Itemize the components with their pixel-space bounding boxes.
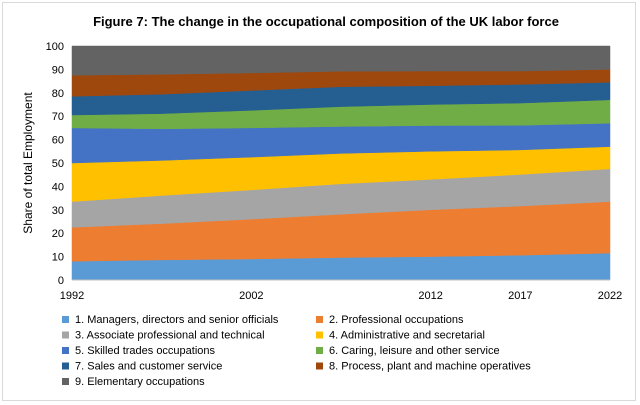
legend-label: 8. Process, plant and machine operatives bbox=[329, 361, 531, 373]
y-axis-label: Share of total Employment bbox=[21, 92, 35, 234]
x-tick-label: 2002 bbox=[239, 290, 263, 302]
y-tick-label: 30 bbox=[52, 205, 64, 217]
x-tick-label: 2012 bbox=[418, 290, 442, 302]
legend-label: 7. Sales and customer service bbox=[75, 361, 222, 373]
legend-swatch bbox=[62, 316, 69, 323]
legend-swatch bbox=[62, 347, 69, 354]
y-tick-label: 60 bbox=[52, 135, 64, 147]
y-tick-label: 90 bbox=[52, 64, 64, 76]
x-tick-label: 2017 bbox=[508, 290, 532, 302]
area-series-9 bbox=[71, 45, 611, 76]
y-tick-label: 100 bbox=[46, 41, 64, 53]
legend-label: 9. Elementary occupations bbox=[75, 376, 205, 388]
y-tick-label: 0 bbox=[58, 275, 64, 287]
legend-label: 4. Administrative and secretarial bbox=[329, 330, 485, 342]
legend-swatch bbox=[316, 316, 323, 323]
x-tick-label: 1992 bbox=[60, 290, 84, 302]
legend-swatch bbox=[316, 362, 323, 370]
y-axis-ticks: 0 10 20 30 40 50 60 70 80 90 100 bbox=[46, 41, 64, 287]
legend: 1. Managers, directors and senior offici… bbox=[62, 314, 531, 388]
legend-label: 3. Associate professional and technical bbox=[75, 330, 265, 342]
legend-label: 1. Managers, directors and senior offici… bbox=[75, 314, 279, 326]
x-axis-ticks: 1992 2002 2012 2017 2022 bbox=[60, 290, 622, 302]
legend-label: 5. Skilled trades occupations bbox=[75, 345, 216, 357]
legend-swatch bbox=[316, 347, 323, 354]
legend-swatch bbox=[62, 362, 69, 370]
y-tick-label: 80 bbox=[52, 88, 64, 100]
x-tick-label: 2022 bbox=[598, 290, 622, 302]
chart-title: Figure 7: The change in the occupational… bbox=[93, 14, 559, 29]
y-tick-label: 10 bbox=[52, 252, 64, 264]
legend-swatch bbox=[62, 331, 69, 339]
y-tick-label: 70 bbox=[52, 111, 64, 123]
area-layer bbox=[71, 45, 611, 281]
legend-label: 2. Professional occupations bbox=[329, 314, 464, 326]
legend-label: 6. Caring, leisure and other service bbox=[329, 345, 500, 357]
legend-swatch bbox=[62, 378, 69, 385]
y-tick-label: 40 bbox=[52, 181, 64, 193]
y-tick-label: 20 bbox=[52, 228, 64, 240]
legend-swatch bbox=[316, 331, 323, 339]
y-tick-label: 50 bbox=[52, 158, 64, 170]
